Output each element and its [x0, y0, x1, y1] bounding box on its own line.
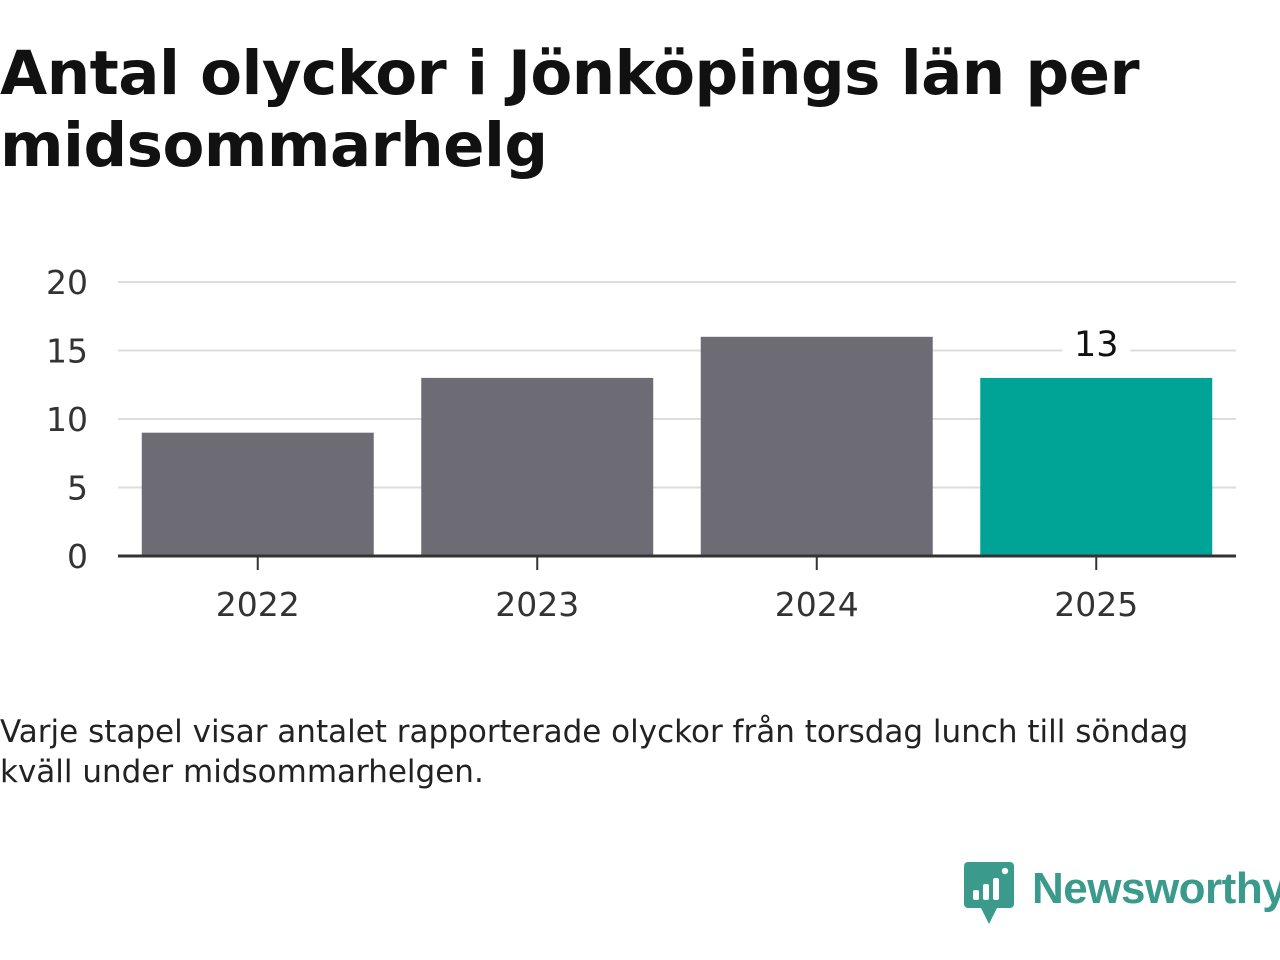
data-label: 13	[1074, 325, 1119, 365]
x-tick-label: 2025	[1054, 585, 1138, 624]
bar-2023	[421, 377, 654, 556]
bars	[141, 336, 1213, 556]
newsworthy-logo: Newsworthy	[964, 862, 1280, 928]
x-axis-ticks: 2022 2023 2024 2025	[216, 556, 1138, 624]
bar-2022	[141, 432, 374, 556]
logo-wordmark: Newsworthy	[1032, 864, 1280, 913]
y-axis-tick-labels: 0 5 10 15 20	[46, 263, 88, 576]
x-tick-label: 2022	[216, 585, 300, 624]
bar-chart: 0 5 10 15 20 2022 2023 2024 2025 13	[46, 263, 1236, 624]
data-label-background	[1062, 327, 1131, 362]
y-tick-label: 0	[67, 537, 88, 576]
y-tick-label: 10	[46, 400, 88, 439]
chart-caption: Varje stapel visar antalet rapporterade …	[0, 714, 1189, 790]
x-tick-label: 2023	[495, 585, 579, 624]
x-tick-label: 2024	[775, 585, 859, 624]
y-tick-label: 15	[46, 332, 88, 371]
data-labels: 13	[1062, 325, 1131, 365]
bar-chart-speech-bubble-icon	[964, 862, 1014, 924]
y-tick-label: 20	[46, 263, 88, 302]
bar-2025	[980, 377, 1213, 556]
y-tick-label: 5	[67, 469, 88, 508]
bar-2024	[700, 336, 933, 556]
chart-title: Antal olyckor i Jönköpings län per midso…	[0, 38, 1140, 181]
